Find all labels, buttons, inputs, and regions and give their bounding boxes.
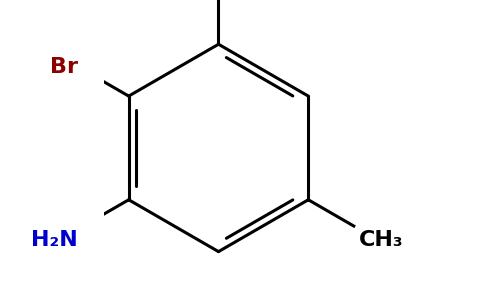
Text: Br: Br (50, 57, 77, 77)
Text: H₂N: H₂N (31, 230, 77, 250)
Text: CH₃: CH₃ (359, 230, 404, 250)
